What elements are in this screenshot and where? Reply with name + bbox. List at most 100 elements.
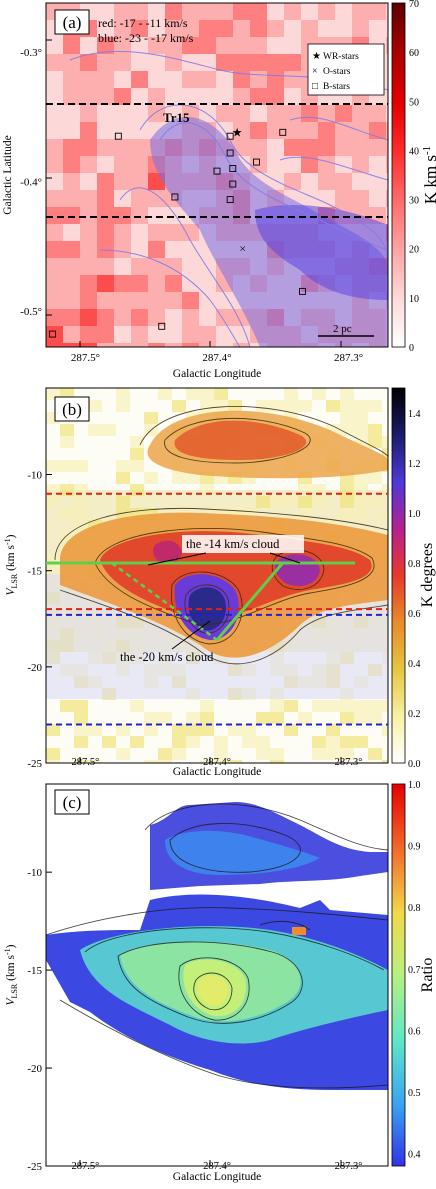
map-a-cell: [250, 54, 267, 71]
annotation-14-arrow-right: [269, 552, 301, 564]
map-a-cell: [352, 3, 369, 20]
map-a-cell: [250, 156, 267, 173]
map-a-cell: [80, 122, 97, 139]
pv-b-cell: [354, 508, 368, 520]
map-a-cell: [250, 3, 267, 20]
colorbar-c-tick: 0.9: [408, 842, 421, 853]
map-a-cell: [386, 54, 388, 71]
y-tick-label-c: -15: [27, 965, 42, 977]
map-a-cell: [114, 292, 131, 309]
map-a-cell: [80, 190, 97, 207]
map-a-cell: [284, 88, 301, 105]
map-a-cell: [386, 20, 388, 37]
map-a-cell: [97, 156, 114, 173]
pv-b-cell: [60, 424, 74, 436]
pv-b-cell: [368, 424, 382, 436]
pv-b-cell: [242, 724, 256, 736]
map-a-cell: [233, 37, 250, 54]
map-a-cell: [301, 139, 318, 156]
map-a-cell: [369, 122, 386, 139]
panel-a: ★ × (a) red: -17 - -11 km/s blue: -23 - -…: [0, 0, 436, 385]
colorbar-b-tick: 1.2: [408, 459, 421, 470]
map-a-cell: [250, 88, 267, 105]
y-tick-label-b: -10: [27, 470, 42, 482]
green-dashed-line: [111, 561, 218, 641]
pv-b-cell: [144, 712, 158, 724]
panel-c-label: (c): [63, 793, 82, 812]
pv-b-cell: [298, 508, 312, 520]
map-a-cell: [369, 156, 386, 173]
map-a-cell: [284, 173, 301, 190]
map-a-cell: [46, 343, 63, 347]
pv-b-cell: [312, 496, 326, 508]
map-a-cell: [199, 309, 216, 326]
map-a-cell: [165, 20, 182, 37]
pv-b-cell: [144, 472, 158, 484]
pv-b-cell: [214, 736, 228, 748]
x-tick-label-b: 287.5°: [72, 757, 100, 768]
map-a-cell: [250, 20, 267, 37]
pv-b-cell: [172, 400, 186, 412]
pv-b-cell: [382, 484, 388, 496]
pv-b-image: [46, 388, 388, 763]
pv-b-cell: [60, 508, 74, 520]
map-a-cell: [80, 37, 97, 54]
map-a-cell: [335, 173, 352, 190]
map-a-cell: [216, 309, 233, 326]
pv-b-cell: [340, 496, 354, 508]
map-a-cell: [46, 292, 63, 309]
x-tick-label-a: 287.4°: [202, 352, 231, 364]
pv-b-cell: [200, 700, 214, 712]
annotation-14-arrow-left: [147, 552, 207, 566]
colorbar-c-tick: 0.5: [408, 1088, 421, 1099]
annotation-20-arrow: [171, 620, 211, 650]
scale-bar-label: 2 pc: [333, 323, 352, 335]
pv-b-cell: [340, 508, 354, 520]
colorbar-c: [391, 783, 406, 1167]
colorbar-c-tick: 0.7: [408, 965, 421, 976]
map-a-cell: [318, 105, 335, 122]
map-a-cell: [233, 3, 250, 20]
pv-b-cell: [144, 412, 158, 424]
pv-b-cell: [130, 448, 144, 460]
pv-b-cell: [284, 700, 298, 712]
y-tick-label-b: -15: [27, 566, 42, 578]
map-a-cell: [114, 54, 131, 71]
pv-b-cell: [172, 736, 186, 748]
map-a-cell: [80, 326, 97, 343]
pv-b-cell: [144, 760, 158, 763]
pv-b-cell: [354, 412, 368, 424]
map-a-cell: [165, 207, 182, 224]
pv-b-cell: [74, 508, 88, 520]
b-star-marker: [114, 132, 122, 140]
map-a-cell: [182, 258, 199, 275]
pv-b-cell: [354, 700, 368, 712]
panel-b-label-box: [54, 396, 90, 422]
b-star-marker: [299, 287, 306, 295]
map-a-cell: [182, 309, 199, 326]
map-a-cell: [131, 122, 148, 139]
map-a-cell: [80, 88, 97, 105]
map-a-cell: [352, 190, 369, 207]
pv-b-cell: [88, 760, 102, 763]
b-star-marker: [253, 158, 260, 166]
map-a-cell: [46, 207, 63, 224]
map-a-cell: [80, 241, 97, 258]
map-a-cell: [46, 241, 63, 258]
pv-b-cell: [270, 712, 284, 724]
map-a-cell: [63, 292, 80, 309]
map-a-cell: [369, 139, 386, 156]
pv-b-cell: [74, 724, 88, 736]
map-a-cell: [386, 122, 388, 139]
map-a-cell: [97, 20, 114, 37]
pv-b-cell: [130, 460, 144, 472]
map-a-cell: [63, 190, 80, 207]
pv-b-cell: [214, 388, 228, 400]
panel-a-label-box: [54, 9, 90, 35]
map-a-cell: [233, 326, 250, 343]
map-a-cell: [148, 207, 165, 224]
x-tick-label-b: 287.3°: [335, 757, 363, 768]
map-a-cell: [114, 258, 131, 275]
map-a-cell: [114, 156, 131, 173]
map-a-cell: [318, 173, 335, 190]
